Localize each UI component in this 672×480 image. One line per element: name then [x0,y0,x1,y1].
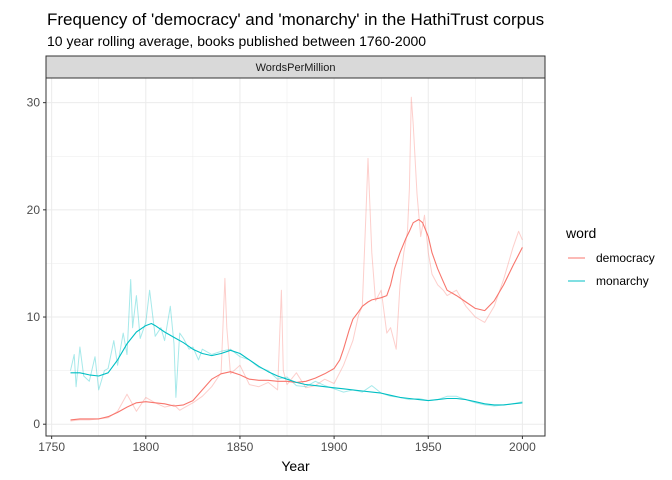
x-tick-label: 1900 [321,440,348,454]
x-axis-title: Year [281,458,310,474]
series-democracy-annual-line [70,96,523,422]
x-tick-label: 1850 [227,440,254,454]
y-tick-label: 0 [33,417,40,431]
x-tick-label: 1950 [415,440,442,454]
facet-strip-label: WordsPerMillion [256,62,336,74]
rolling-average-lines [70,218,523,421]
y-axis: 0 10 20 30 [27,96,46,431]
legend-label-monarchy: monarchy [596,274,649,288]
legend-label-democracy: democracy [596,251,655,265]
series-monarchy-rolling-line [70,322,523,406]
y-tick-label: 30 [27,96,41,110]
chart-title: Frequency of 'democracy' and 'monarchy' … [47,10,544,29]
x-tick-label: 1750 [38,440,65,454]
chart-subtitle: 10 year rolling average, books published… [47,33,426,49]
legend-title: word [565,225,596,241]
panel-background [46,78,545,436]
x-tick-label: 1800 [132,440,159,454]
series-democracy-rolling-line [70,218,523,421]
x-tick-label: 2000 [509,440,536,454]
x-axis: 1750 1800 1850 1900 1950 2000 [38,436,536,454]
facet-strip [45,55,546,79]
grid-lines [46,78,545,436]
legend: word democracy monarchy [565,225,655,288]
y-tick-label: 20 [27,203,41,217]
y-tick-label: 10 [27,310,41,324]
